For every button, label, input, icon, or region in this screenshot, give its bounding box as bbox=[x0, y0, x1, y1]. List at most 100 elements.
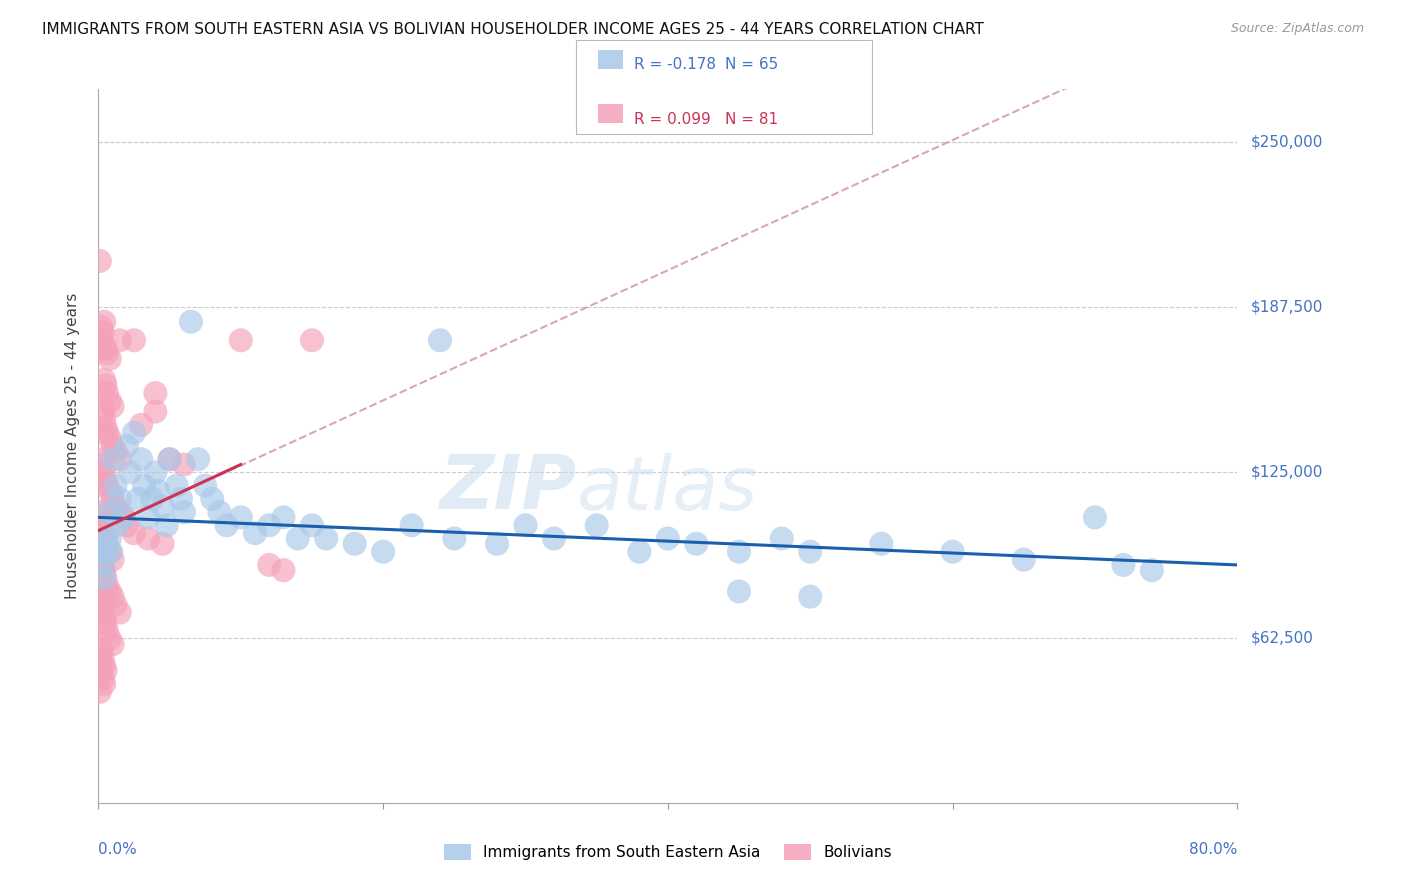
Point bbox=[101, 452, 124, 467]
Point bbox=[101, 400, 124, 414]
Point bbox=[104, 444, 127, 458]
Point bbox=[159, 452, 181, 467]
Text: $187,500: $187,500 bbox=[1251, 300, 1323, 315]
Point bbox=[101, 637, 124, 651]
Point bbox=[180, 315, 202, 329]
Point bbox=[98, 394, 121, 409]
Point bbox=[89, 254, 111, 268]
Point bbox=[122, 526, 145, 541]
Point bbox=[101, 491, 124, 506]
Point bbox=[93, 658, 115, 673]
Point bbox=[443, 532, 465, 546]
Point bbox=[90, 642, 112, 657]
Point bbox=[108, 333, 131, 347]
Point bbox=[94, 378, 117, 392]
Point bbox=[628, 545, 651, 559]
Point bbox=[93, 563, 115, 577]
Point bbox=[93, 611, 115, 625]
Point bbox=[122, 333, 145, 347]
Point bbox=[93, 526, 115, 541]
Point bbox=[94, 341, 117, 355]
Point bbox=[259, 558, 281, 572]
Point bbox=[543, 532, 565, 546]
Point bbox=[122, 425, 145, 440]
Point bbox=[159, 452, 181, 467]
Point bbox=[429, 333, 451, 347]
Point bbox=[93, 677, 115, 691]
Point bbox=[96, 386, 118, 401]
Point bbox=[728, 584, 751, 599]
Point bbox=[243, 526, 266, 541]
Text: ZIP: ZIP bbox=[440, 452, 576, 525]
Point bbox=[145, 466, 167, 480]
Point bbox=[229, 510, 252, 524]
Point bbox=[132, 478, 155, 492]
Point bbox=[1112, 558, 1135, 572]
Point bbox=[91, 558, 114, 572]
Point bbox=[166, 478, 188, 492]
Point bbox=[229, 333, 252, 347]
Text: N = 81: N = 81 bbox=[725, 112, 779, 127]
Point bbox=[93, 412, 115, 426]
Point bbox=[115, 439, 138, 453]
Text: 80.0%: 80.0% bbox=[1189, 842, 1237, 857]
Text: 0.0%: 0.0% bbox=[98, 842, 138, 857]
Point bbox=[942, 545, 965, 559]
Point bbox=[91, 672, 114, 686]
Point bbox=[118, 466, 141, 480]
Text: R = -0.178: R = -0.178 bbox=[634, 57, 716, 72]
Point bbox=[112, 510, 135, 524]
Point bbox=[104, 598, 127, 612]
Point bbox=[104, 500, 127, 514]
Point bbox=[90, 549, 112, 564]
Point bbox=[127, 491, 149, 506]
Point bbox=[1012, 552, 1035, 566]
Point bbox=[112, 510, 135, 524]
Point bbox=[89, 505, 111, 519]
Point bbox=[108, 491, 131, 506]
Point bbox=[515, 518, 537, 533]
Point bbox=[148, 483, 170, 498]
Point bbox=[108, 505, 131, 519]
Point bbox=[94, 616, 117, 631]
Point bbox=[145, 404, 167, 418]
Point bbox=[799, 590, 821, 604]
Point bbox=[96, 579, 118, 593]
Point bbox=[94, 474, 117, 488]
Point bbox=[108, 452, 131, 467]
Text: N = 65: N = 65 bbox=[725, 57, 779, 72]
Point bbox=[170, 491, 193, 506]
Point bbox=[129, 452, 152, 467]
Point bbox=[94, 532, 117, 546]
Point bbox=[89, 650, 111, 665]
Point bbox=[173, 458, 195, 472]
Point bbox=[1084, 510, 1107, 524]
Point bbox=[315, 532, 337, 546]
Point bbox=[273, 510, 295, 524]
Point bbox=[91, 326, 114, 340]
Point bbox=[115, 518, 138, 533]
Point bbox=[93, 315, 115, 329]
Point bbox=[1140, 563, 1163, 577]
Point bbox=[486, 537, 509, 551]
Point bbox=[91, 606, 114, 620]
Point bbox=[152, 537, 174, 551]
Point bbox=[94, 571, 117, 585]
Point bbox=[98, 532, 121, 546]
Point bbox=[97, 505, 120, 519]
Point bbox=[96, 346, 118, 360]
Point bbox=[91, 518, 114, 533]
Point bbox=[90, 598, 112, 612]
Point bbox=[91, 650, 114, 665]
Point bbox=[136, 532, 159, 546]
Point bbox=[90, 664, 112, 678]
Point bbox=[373, 545, 395, 559]
Point bbox=[770, 532, 793, 546]
Point bbox=[98, 483, 121, 498]
Point bbox=[90, 452, 112, 467]
Point bbox=[96, 478, 118, 492]
Point bbox=[90, 320, 112, 334]
Point bbox=[129, 417, 152, 432]
Point bbox=[301, 333, 323, 347]
Point bbox=[89, 545, 111, 559]
